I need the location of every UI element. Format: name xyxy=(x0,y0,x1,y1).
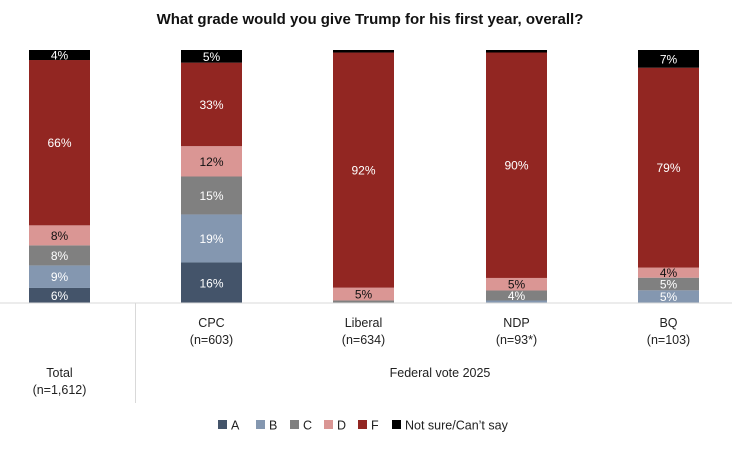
data-label: 9% xyxy=(51,270,69,284)
bar-segment-a-total xyxy=(29,287,90,303)
category-label: Liberal xyxy=(345,316,383,330)
legend-label: Not sure/Can’t say xyxy=(405,419,509,433)
legend-label: A xyxy=(231,419,240,433)
data-label: 15% xyxy=(199,189,223,203)
category-label: Total xyxy=(46,366,72,380)
category-sample-size: (n=93*) xyxy=(496,333,537,347)
bar-segment-f-cpc xyxy=(181,62,242,147)
legend-label: F xyxy=(371,419,379,433)
data-label: 5% xyxy=(508,278,526,292)
legend-swatch xyxy=(392,420,401,429)
legend-swatch xyxy=(358,420,367,429)
category-sample-size: (n=634) xyxy=(342,333,385,347)
data-label: 90% xyxy=(504,159,528,173)
data-label: 5% xyxy=(355,288,373,302)
legend-swatch xyxy=(218,420,227,429)
bar-segment-not-sure-can-t-say-cpc xyxy=(181,50,242,63)
group-label: Federal vote 2025 xyxy=(390,366,491,380)
data-label: 4% xyxy=(508,289,526,303)
bar-segment-not-sure-can-t-say-ndp xyxy=(486,50,547,53)
data-label: 66% xyxy=(47,136,71,150)
bar-segment-d-cpc xyxy=(181,146,242,177)
legend-swatch xyxy=(256,420,265,429)
bar-segment-d-ndp xyxy=(486,277,547,291)
data-label: 5% xyxy=(660,290,678,304)
data-label: 5% xyxy=(203,50,221,64)
data-label: 19% xyxy=(199,232,223,246)
category-label: CPC xyxy=(198,316,224,330)
legend-label: C xyxy=(303,419,312,433)
data-label: 12% xyxy=(199,155,223,169)
bar-segment-not-sure-can-t-say-bq xyxy=(638,50,699,68)
bar-segment-d-total xyxy=(29,225,90,246)
data-label: 16% xyxy=(199,276,223,290)
data-label: 4% xyxy=(51,49,69,63)
bar-segment-b-cpc xyxy=(181,214,242,263)
category-sample-size: (n=603) xyxy=(190,333,233,347)
category-sample-size: (n=103) xyxy=(647,333,690,347)
legend: A B C D F Not sure/Can’t say xyxy=(218,419,509,433)
bar-segment-not-sure-can-t-say-liberal xyxy=(333,50,394,53)
bar-segment-f-liberal xyxy=(333,52,394,288)
bar-segment-f-bq xyxy=(638,67,699,268)
data-label: 33% xyxy=(199,98,223,112)
bar-segment-not-sure-can-t-say-total xyxy=(29,50,90,61)
data-label: 92% xyxy=(351,164,375,178)
bar-segment-f-total xyxy=(29,60,90,226)
legend-swatch xyxy=(324,420,333,429)
data-label: 8% xyxy=(51,249,69,263)
bar-segment-b-bq xyxy=(638,290,699,303)
category-label: NDP xyxy=(503,316,529,330)
bar-segment-d-liberal xyxy=(333,287,394,301)
legend-label: D xyxy=(337,419,346,433)
data-label: 5% xyxy=(660,278,678,292)
category-sample-size: (n=1,612) xyxy=(33,383,87,397)
chart-title: What grade would you give Trump for his … xyxy=(157,11,584,28)
legend-label: B xyxy=(269,419,277,433)
data-label: 4% xyxy=(660,266,678,280)
data-label: 8% xyxy=(51,229,69,243)
bar-segment-a-cpc xyxy=(181,262,242,303)
data-label: 79% xyxy=(656,161,680,175)
legend-swatch xyxy=(290,420,299,429)
category-label: BQ xyxy=(659,316,677,330)
data-label: 6% xyxy=(51,289,69,303)
bar-segment-c-bq xyxy=(638,277,699,291)
bar-segment-b-ndp xyxy=(486,300,547,303)
bars-layer: 6%9%8%8%66%4%16%19%15%12%33%5%5%92%4%5%9… xyxy=(29,49,699,304)
bar-segment-f-ndp xyxy=(486,52,547,278)
bar-segment-b-total xyxy=(29,265,90,288)
bar-segment-c-total xyxy=(29,245,90,266)
data-label: 7% xyxy=(660,52,678,66)
bar-segment-d-bq xyxy=(638,267,699,278)
bar-segment-c-liberal xyxy=(333,300,394,303)
bar-segment-c-ndp xyxy=(486,290,547,301)
category-labels: Total (n=1,612) CPC (n=603) Liberal (n=634) ND… xyxy=(33,316,691,397)
bar-segment-c-cpc xyxy=(181,176,242,215)
